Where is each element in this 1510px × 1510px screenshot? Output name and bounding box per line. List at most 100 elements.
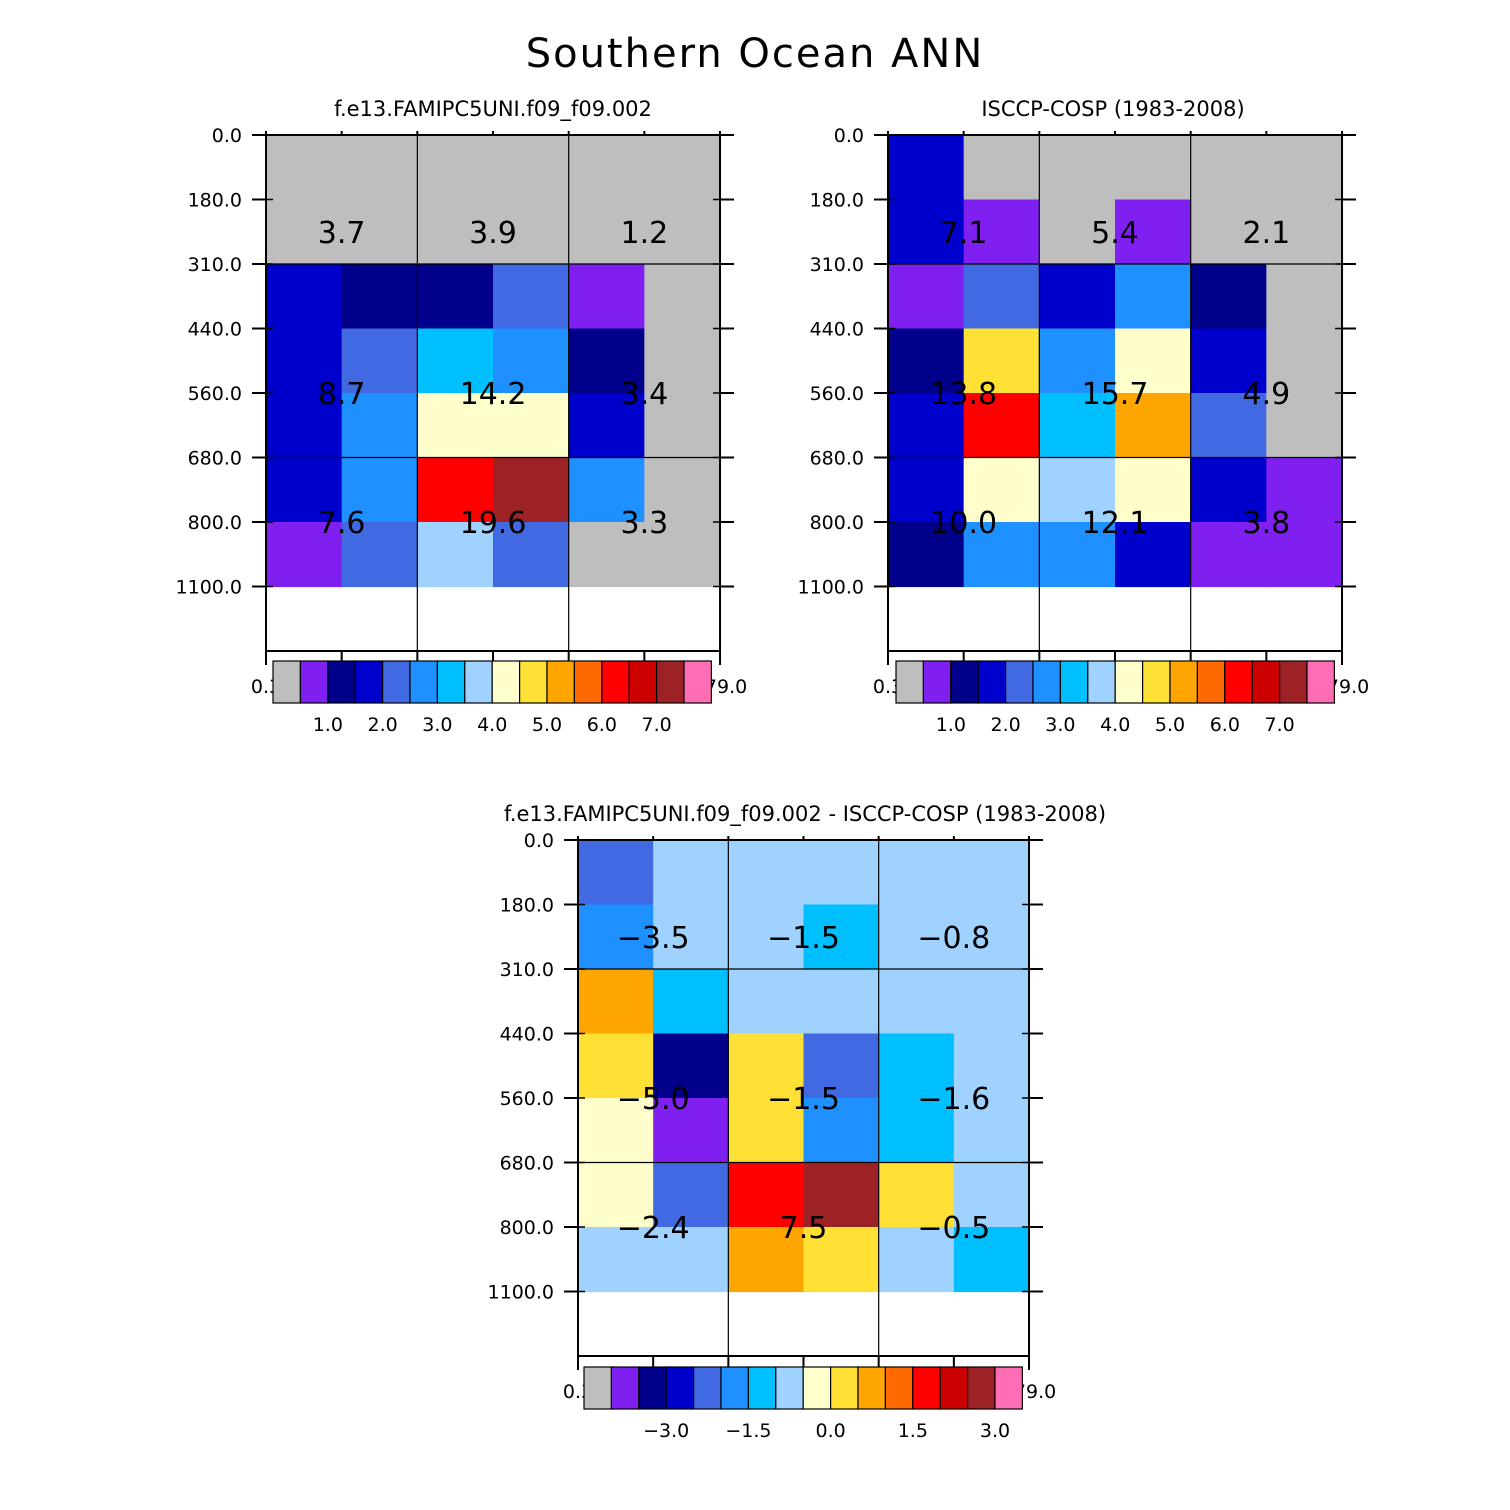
heatmap-cell: [653, 969, 729, 1035]
panel-title: f.e13.FAMIPC5UNI.f09_f09.002: [334, 97, 652, 122]
heatmap-cell: [493, 199, 570, 265]
colorbar-box: [354, 660, 384, 704]
colorbar-box: [573, 660, 603, 704]
block-value-label: 5.4: [1091, 216, 1139, 251]
heatmap-cell: [568, 457, 645, 523]
block-value-label: 12.1: [1082, 506, 1149, 541]
block-value-label: 7.1: [940, 216, 988, 251]
heatmap-cell: [1039, 457, 1116, 523]
block-value-label: 14.2: [460, 377, 527, 412]
heatmap-cell: [341, 457, 418, 523]
block-value-label: −2.4: [617, 1211, 690, 1246]
heatmap-cell: [878, 1162, 955, 1228]
block-value-label: 3.3: [620, 506, 668, 541]
heatmap-cell: [266, 457, 343, 523]
heatmap-cell: [1266, 199, 1343, 265]
block-value-label: −1.5: [767, 921, 840, 956]
heatmap-cell: [803, 1227, 880, 1293]
colorbar-box: [1141, 660, 1171, 704]
y-tick-label: 800.0: [810, 512, 864, 534]
colorbar-box: [977, 660, 1007, 704]
heatmap-cell: [493, 522, 570, 588]
heatmap-cell: [493, 457, 570, 523]
heatmap-cell: [728, 969, 805, 1035]
y-tick-label: 800.0: [500, 1217, 554, 1239]
heatmap-cell: [888, 393, 965, 459]
heatmap-cell: [888, 135, 965, 201]
heatmap-cell: [963, 264, 1040, 330]
panel-difference: f.e13.FAMIPC5UNI.f09_f09.002 - ISCCP-COS…: [488, 802, 1107, 1442]
colorbar-label: 1.0: [313, 714, 343, 736]
colorbar-box: [829, 1366, 859, 1410]
heatmap-cell: [653, 1098, 729, 1164]
y-tick-label: 440.0: [188, 319, 242, 341]
colorbar-box: [436, 660, 466, 704]
block-value-label: −1.6: [917, 1082, 990, 1117]
heatmap-cell: [1190, 457, 1267, 523]
colorbar-label: 3.0: [422, 714, 452, 736]
heatmap-cell: [1039, 264, 1116, 330]
colorbar-label: 6.0: [587, 714, 617, 736]
heatmap-cell: [578, 1227, 654, 1293]
heatmap-cell: [728, 840, 805, 906]
heatmap-cell: [578, 1162, 654, 1228]
heatmap-cell: [653, 840, 729, 906]
heatmap-cell: [878, 1227, 955, 1293]
block-value-label: 2.1: [1242, 216, 1290, 251]
heatmap-cell: [578, 1033, 654, 1099]
colorbar-box: [950, 660, 979, 704]
heatmap-cell: [653, 1227, 729, 1293]
colorbar-box: [409, 660, 438, 704]
colorbar-label: 4.0: [1100, 714, 1130, 736]
colorbar-box: [683, 660, 712, 704]
colorbar-box: [655, 660, 685, 704]
heatmap-cell: [341, 393, 418, 459]
colorbar-label: 2.0: [367, 714, 397, 736]
colorbar-box: [610, 1366, 640, 1410]
y-tick-label: 440.0: [500, 1024, 554, 1046]
colorbar-box: [1306, 660, 1335, 704]
heatmap-cell: [644, 199, 721, 265]
heatmap-cell: [888, 328, 965, 394]
colorbar-box: [922, 660, 952, 704]
colorbar-box: [966, 1366, 996, 1410]
colorbar-label: 4.0: [477, 714, 507, 736]
heatmap-cell: [728, 1033, 805, 1099]
colorbar-box: [884, 1366, 914, 1410]
block-value-label: −1.5: [767, 1082, 840, 1117]
heatmap-cell: [341, 264, 418, 330]
heatmap-cell: [417, 522, 494, 588]
colorbar-box: [546, 660, 575, 704]
heatmap-cell: [1190, 522, 1267, 588]
colorbar-box: [665, 1366, 695, 1410]
colorbar-label: 5.0: [532, 714, 562, 736]
heatmap-cell: [341, 522, 418, 588]
y-tick-label: 1100.0: [488, 1282, 554, 1304]
colorbar-label: 3.0: [980, 1420, 1010, 1442]
heatmap-cell: [728, 1162, 805, 1228]
heatmap-cell: [803, 840, 880, 906]
heatmap-cell: [953, 1162, 1030, 1228]
heatmap-cell: [1039, 135, 1116, 201]
panel-model: f.e13.FAMIPC5UNI.f09_f09.002 0.0 180.0 310…: [176, 97, 748, 736]
block-value-label: 10.0: [930, 506, 997, 541]
heatmap-cell: [1115, 328, 1192, 394]
panel-title: f.e13.FAMIPC5UNI.f09_f09.002 - ISCCP-COS…: [504, 802, 1106, 827]
block-value-label: 15.7: [1082, 377, 1149, 412]
colorbar-box: [1059, 660, 1089, 704]
heatmap-cell: [1190, 328, 1267, 394]
y-tick-label: 680.0: [810, 448, 864, 470]
y-tick-label: 680.0: [500, 1153, 554, 1175]
heatmap-cell: [1190, 199, 1267, 265]
y-tick-label: 310.0: [500, 959, 554, 981]
y-tick-label: 0.0: [524, 830, 554, 852]
colorbar-box: [601, 660, 630, 704]
heatmap-cell: [341, 199, 418, 265]
y-tick-label: 180.0: [500, 895, 554, 917]
colorbar-label: 7.0: [1264, 714, 1294, 736]
colorbar-box: [464, 660, 493, 704]
heatmap-cell: [1190, 264, 1267, 330]
heatmap-cell: [953, 969, 1030, 1035]
colorbar-box: [1032, 660, 1061, 704]
